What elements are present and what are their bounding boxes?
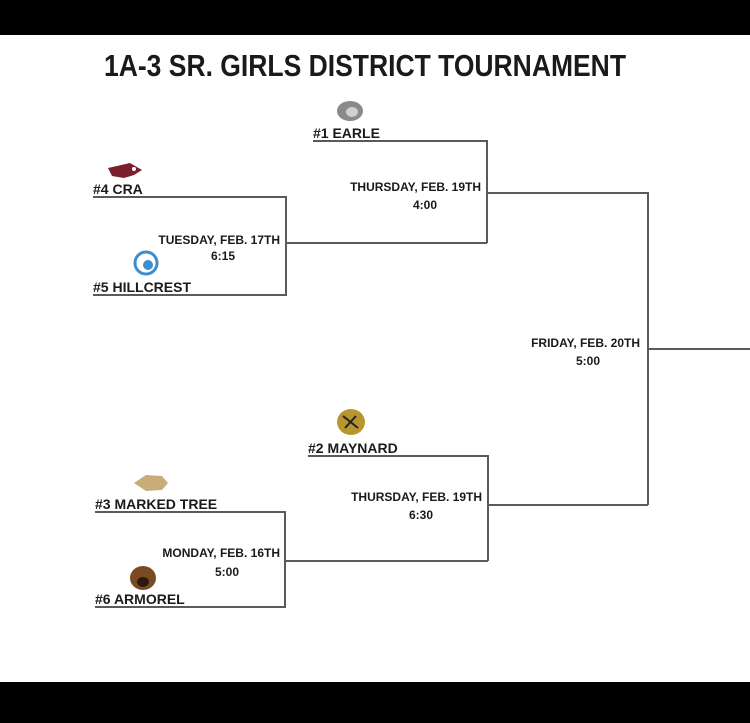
team-hillcrest: #5 HILLCREST [93, 279, 191, 295]
game-thursday1-day: THURSDAY, FEB. 19TH [350, 180, 481, 194]
game-monday-day: MONDAY, FEB. 16TH [162, 546, 280, 560]
tiger-icon [337, 409, 365, 435]
bracket-lines [93, 140, 750, 608]
game-tuesday-day: TUESDAY, FEB. 17TH [158, 233, 280, 247]
arrowhead-icon [134, 475, 168, 491]
game-thursday2-time: 6:30 [409, 508, 433, 522]
earle-line [313, 140, 488, 243]
game-thursday2-day: THURSDAY, FEB. 19TH [351, 490, 482, 504]
markedtree-armorel-line [95, 511, 286, 608]
maynard-line [308, 455, 489, 561]
team-cra: #4 CRA [93, 181, 143, 197]
bottom-black-bar [0, 682, 750, 723]
game-tuesday-time: 6:15 [211, 249, 235, 263]
game-final-day: FRIDAY, FEB. 20TH [531, 336, 640, 350]
cra-hillcrest-line [93, 196, 287, 296]
team-earle: #1 EARLE [313, 125, 380, 141]
bulldog-icon [337, 101, 363, 121]
team-armorel: #6 ARMOREL [95, 591, 185, 607]
team-marked-tree: #3 MARKED TREE [95, 496, 217, 512]
eagle-icon [108, 163, 142, 178]
top-black-bar [0, 0, 750, 35]
eagle-head-icon [133, 250, 159, 276]
game-final-time: 5:00 [576, 354, 600, 368]
tiger-face-icon [130, 566, 156, 590]
tournament-title: 1A-3 SR. GIRLS DISTRICT TOURNAMENT [104, 48, 626, 83]
game-monday-time: 5:00 [215, 565, 239, 579]
team-maynard: #2 MAYNARD [308, 440, 398, 456]
semi1-winner-line [487, 192, 649, 505]
game-thursday1-time: 4:00 [413, 198, 437, 212]
